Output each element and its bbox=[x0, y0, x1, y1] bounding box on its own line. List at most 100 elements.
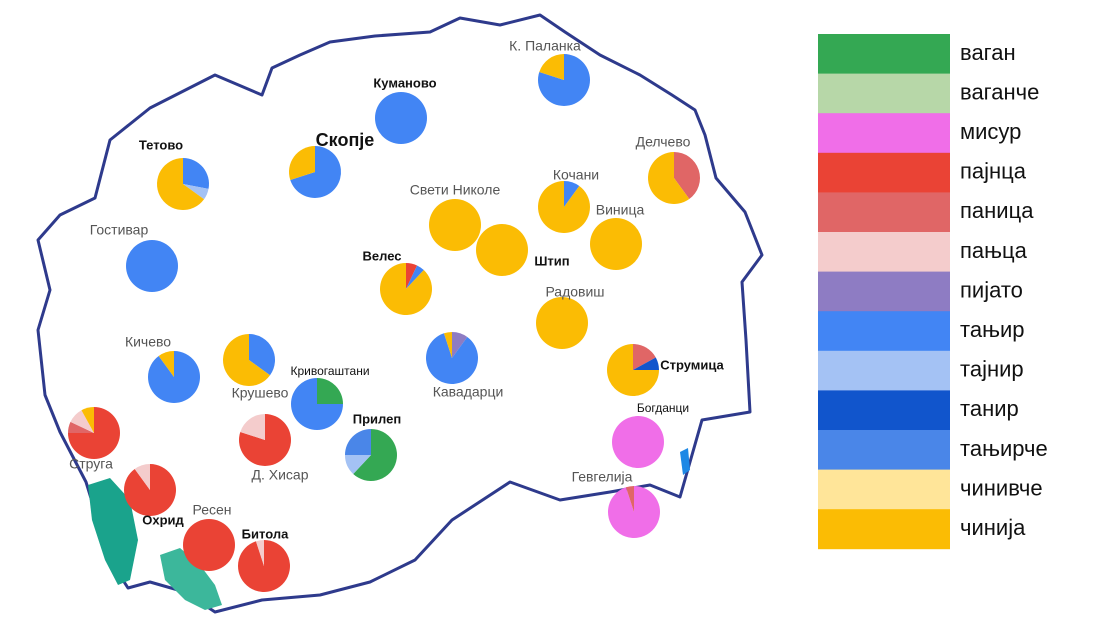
city-label: Куманово bbox=[373, 75, 436, 90]
pie-slice bbox=[429, 199, 481, 251]
legend-swatch bbox=[818, 390, 950, 431]
legend-swatch bbox=[818, 232, 950, 272]
pie-slice bbox=[674, 152, 700, 200]
city-label: Струмица bbox=[660, 357, 724, 372]
pie-slice bbox=[240, 414, 265, 440]
lake-ohrid bbox=[88, 478, 138, 585]
legend: ваган ваганче мисур пајнца паница пањца пијато… bbox=[818, 34, 1048, 550]
legend-swatch bbox=[818, 152, 950, 193]
pie-slice bbox=[68, 421, 94, 433]
legend-label: чинија bbox=[960, 515, 1026, 540]
pie-slice bbox=[375, 92, 427, 144]
city-label: Делчево bbox=[636, 134, 691, 150]
pie-slice bbox=[406, 263, 418, 289]
legend-swatch bbox=[818, 311, 950, 352]
pie-slice bbox=[633, 357, 659, 370]
legend-swatch bbox=[818, 34, 950, 74]
legend-label: ваганче bbox=[960, 79, 1039, 104]
legend-label: мисур bbox=[960, 119, 1021, 144]
pie-slice bbox=[353, 429, 397, 482]
pie-slice bbox=[223, 334, 271, 386]
pie-slice bbox=[157, 158, 205, 211]
pie-slice bbox=[317, 378, 343, 404]
pie-slice bbox=[539, 54, 564, 80]
legend-label: пијато bbox=[960, 277, 1023, 302]
city-label: Тетово bbox=[139, 137, 183, 152]
pie-slice bbox=[81, 407, 94, 433]
pie-slice bbox=[536, 297, 588, 349]
pie-slice bbox=[425, 333, 478, 384]
pie-slice bbox=[625, 486, 634, 512]
city-label: Д. Хисар bbox=[252, 467, 309, 483]
pie-slice bbox=[183, 184, 209, 200]
city-label: Кочани bbox=[553, 167, 599, 183]
pie-slice bbox=[612, 416, 664, 468]
pie-slice bbox=[291, 378, 343, 430]
city-label: Ресен bbox=[192, 502, 231, 518]
pie-slice bbox=[443, 332, 452, 358]
pie-slice bbox=[648, 152, 690, 205]
legend-label: паница bbox=[960, 198, 1034, 223]
city-label: Крушево bbox=[232, 385, 289, 401]
legend-swatch bbox=[818, 430, 950, 470]
legend-label: пајнца bbox=[960, 159, 1027, 184]
city-label: Гевгелија bbox=[572, 469, 633, 485]
legend-label: танир bbox=[960, 396, 1019, 421]
pie-slice bbox=[290, 146, 341, 198]
pie-slice bbox=[564, 181, 580, 207]
pie-slice bbox=[345, 429, 371, 455]
city-label: Радовиш bbox=[545, 284, 604, 300]
lake-dojran bbox=[680, 448, 690, 475]
pie-slice bbox=[380, 263, 432, 316]
pie-slice bbox=[452, 332, 468, 358]
pie-slice bbox=[134, 464, 150, 490]
pie-slice bbox=[345, 455, 371, 474]
legend-swatch bbox=[818, 350, 950, 391]
legend-label: чинивче bbox=[960, 475, 1043, 500]
legend-label: ваган bbox=[960, 40, 1016, 65]
city-label: Велес bbox=[363, 248, 402, 263]
city-label: Скопје bbox=[316, 130, 375, 150]
pie-slice bbox=[249, 334, 275, 376]
legend-label: пањца bbox=[960, 238, 1028, 263]
pie-slice bbox=[590, 218, 642, 270]
pie-slice bbox=[406, 265, 424, 289]
city-label: Битола bbox=[242, 526, 289, 541]
pie-slice bbox=[289, 146, 315, 181]
pie-slice bbox=[126, 240, 178, 292]
pie-slice bbox=[237, 540, 290, 592]
city-label: К. Паланка bbox=[509, 38, 581, 54]
pie-slice bbox=[183, 519, 235, 571]
legend-label: тањирче bbox=[960, 436, 1048, 461]
city-label: Штип bbox=[534, 253, 569, 268]
legend-swatch bbox=[818, 271, 950, 312]
pie-slice bbox=[70, 410, 94, 433]
pie-slice bbox=[123, 464, 177, 517]
legend-swatch bbox=[818, 469, 950, 510]
city-label: Свети Николе bbox=[410, 182, 501, 198]
legend-label: тањир bbox=[960, 317, 1024, 342]
legend-swatch bbox=[818, 73, 950, 114]
city-label: Виница bbox=[596, 202, 645, 218]
city-label: Богданци bbox=[637, 401, 689, 415]
city-label: Струга bbox=[69, 456, 113, 472]
pies: К. Паланка Куманово Скопје Тетово Гостивар Де… bbox=[68, 38, 725, 592]
pie-slice bbox=[158, 351, 174, 377]
city-label: Охрид bbox=[142, 512, 184, 527]
legend-swatch bbox=[818, 113, 950, 154]
pie-slice bbox=[607, 344, 659, 396]
pie-slice bbox=[255, 540, 264, 566]
lake-prespa bbox=[160, 548, 222, 610]
pie-slice bbox=[633, 344, 656, 370]
city-label: Кривогаштани bbox=[290, 364, 369, 378]
city-label: Кавадарци bbox=[433, 384, 504, 400]
pie-slice bbox=[538, 181, 590, 234]
city-label: Гостивар bbox=[90, 222, 149, 238]
legend-swatch bbox=[818, 192, 950, 233]
pie-slice bbox=[183, 158, 209, 189]
pie-slice bbox=[476, 224, 528, 276]
legend-swatch bbox=[818, 509, 950, 550]
city-label: Кичево bbox=[125, 334, 171, 350]
city-label: Прилеп bbox=[353, 411, 401, 426]
